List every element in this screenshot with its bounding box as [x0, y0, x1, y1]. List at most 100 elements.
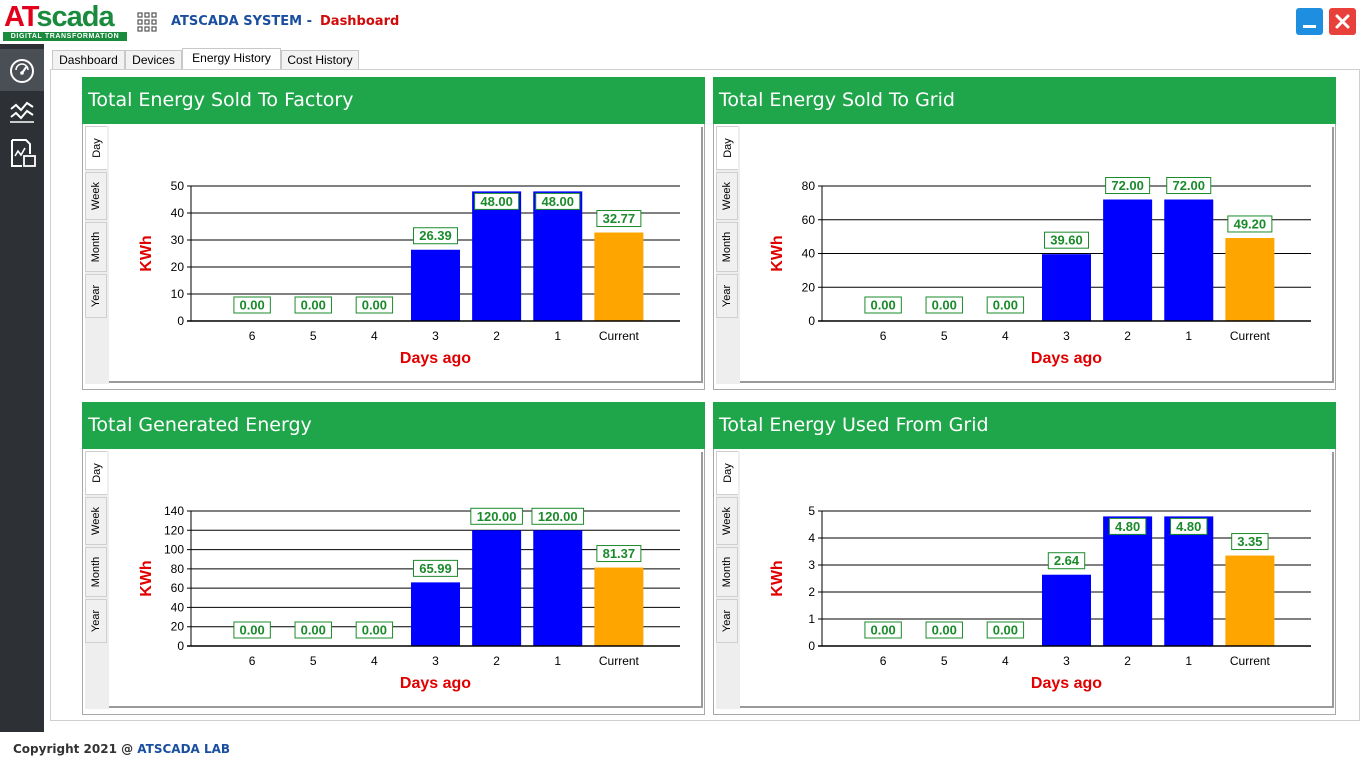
page-name: Dashboard	[320, 14, 400, 29]
footer: Copyright 2021 @ ATSCADA LAB	[13, 742, 230, 756]
y-tick-label: 3	[808, 558, 815, 572]
sidebar-item-reports[interactable]	[0, 132, 44, 174]
x-tick-label: 1	[554, 654, 561, 668]
x-tick-label: 5	[941, 329, 948, 343]
period-tab-week[interactable]: Week	[85, 497, 107, 545]
data-label: 32.77	[603, 211, 636, 226]
x-tick-label: 4	[1002, 329, 1009, 343]
bar	[1103, 516, 1153, 646]
footer-lab-link[interactable]: ATSCADA LAB	[137, 742, 231, 756]
chart-area: 0 1 2 3 4 5 6 0.00 5 0.00 4 0.00 3 2.64 2 4.80 1 4.80 Curr…	[740, 452, 1334, 708]
app-grid-icon[interactable]	[137, 12, 157, 32]
data-label-box	[1170, 517, 1208, 535]
bar	[533, 530, 583, 646]
y-tick-label: 0	[177, 639, 184, 653]
period-tab-month[interactable]: Month	[85, 547, 107, 597]
period-tab-month[interactable]: Month	[716, 547, 738, 597]
period-tab-year[interactable]: Year	[85, 599, 107, 643]
data-label: 81.37	[603, 546, 636, 561]
panel-generated-energy: Total Generated Energy Day Week Month Ye…	[82, 402, 705, 715]
data-label-box	[1166, 177, 1212, 194]
chart-area: 0 20 40 60 80 100 120 140 6 0.00 5 0.00 4 0.00 3 65.99 2…	[109, 452, 703, 708]
period-tab-day[interactable]: Day	[85, 451, 107, 495]
data-label-box	[1108, 517, 1147, 535]
data-label-box	[531, 507, 585, 525]
period-tab-label: Month	[721, 556, 733, 588]
data-label: 4.80	[1115, 519, 1140, 534]
period-tab-year[interactable]: Year	[716, 599, 738, 643]
logo-text-at: AT	[4, 1, 37, 33]
tab-cost-history[interactable]: Cost History	[281, 50, 359, 69]
x-tick-label: 5	[310, 329, 317, 343]
tab-energy-history[interactable]: Energy History	[182, 48, 281, 69]
sidebar-item-trends[interactable]	[0, 92, 44, 134]
period-tab-month[interactable]: Month	[85, 222, 107, 272]
period-tab-label: Week	[721, 507, 733, 535]
data-label-box	[1227, 215, 1273, 233]
bar	[1103, 199, 1153, 321]
x-tick-label: 2	[1124, 329, 1131, 343]
y-tick-label: 1	[808, 612, 815, 626]
bar	[533, 191, 583, 321]
period-tab-week[interactable]: Week	[716, 172, 738, 220]
data-label: 0.00	[932, 623, 957, 638]
x-tick-label: 6	[880, 329, 887, 343]
data-label: 0.00	[993, 623, 1018, 638]
trend-lines-icon	[10, 101, 34, 123]
bar	[472, 530, 522, 646]
sidebar-item-dashboard[interactable]	[0, 49, 44, 91]
x-tick-label: 3	[432, 329, 439, 343]
period-tab-label: Week	[721, 182, 733, 210]
period-tabs: Day Week Month Year	[85, 451, 109, 709]
panel-body: Day Week Month Year 0 10 20 30 40 50 6 0.00 5 0.0…	[82, 124, 705, 390]
tab-dashboard[interactable]: Dashboard	[52, 50, 125, 69]
period-tab-day[interactable]: Day	[85, 126, 107, 170]
data-label-box	[233, 296, 271, 314]
period-tab-year[interactable]: Year	[716, 274, 738, 318]
y-tick-label: 80	[802, 179, 816, 193]
copyright-text: Copyright 2021 @	[13, 742, 138, 756]
period-tab-day[interactable]: Day	[716, 126, 738, 170]
data-label: 0.00	[993, 298, 1018, 313]
close-button[interactable]	[1329, 8, 1356, 35]
panel-body: Day Week Month Year 0 20 40 60 80 100 120 140 6 0…	[82, 449, 705, 715]
y-tick-label: 140	[164, 504, 184, 518]
data-label: 0.00	[239, 623, 264, 638]
bar	[1164, 199, 1214, 321]
x-tick-label: 6	[249, 329, 256, 343]
x-tick-label: 2	[493, 329, 500, 343]
panel-energy-used-from-grid: Total Energy Used From Grid Day Week Mon…	[713, 402, 1336, 715]
x-tick-label: 5	[941, 654, 948, 668]
minimize-button[interactable]	[1296, 8, 1323, 35]
y-tick-label: 40	[802, 247, 816, 261]
period-tab-year[interactable]: Year	[85, 274, 107, 318]
y-tick-label: 80	[171, 562, 185, 576]
tab-devices[interactable]: Devices	[125, 50, 182, 69]
period-tab-label: Year	[90, 609, 102, 633]
y-tick-label: 30	[171, 233, 185, 247]
data-label-box	[1044, 231, 1089, 249]
report-chart-icon	[11, 139, 36, 167]
period-tab-week[interactable]: Week	[85, 172, 107, 220]
period-tab-day[interactable]: Day	[716, 451, 738, 495]
panel-energy-sold-to-factory: Total Energy Sold To Factory Day Week Mo…	[82, 77, 705, 390]
y-tick-label: 120	[164, 523, 184, 537]
y-tick-label: 0	[808, 639, 815, 653]
bar	[594, 232, 644, 321]
x-axis-title: Days ago	[400, 350, 471, 367]
logo-text-scada: scada	[36, 1, 114, 33]
data-label: 0.00	[870, 623, 895, 638]
data-label-box	[535, 192, 581, 210]
period-tab-month[interactable]: Month	[716, 222, 738, 272]
period-tab-label: Month	[90, 231, 102, 263]
y-tick-label: 60	[171, 581, 185, 595]
x-tick-label: 1	[1185, 329, 1192, 343]
x-tick-label: Current	[1230, 654, 1271, 668]
data-label-box	[474, 192, 520, 210]
x-tick-label: 1	[1185, 654, 1192, 668]
bar	[1225, 555, 1275, 646]
period-tab-week[interactable]: Week	[716, 497, 738, 545]
y-tick-label: 100	[164, 543, 184, 557]
chart-area: 0 20 40 60 80 6 0.00 5 0.00 4 0.00 3 39.60 2 72.00 1 72.…	[740, 127, 1334, 383]
y-tick-label: 40	[171, 206, 185, 220]
